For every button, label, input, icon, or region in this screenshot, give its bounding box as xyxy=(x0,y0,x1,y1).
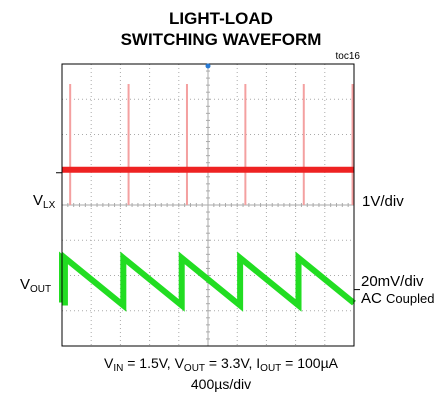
test-conditions: VIN = 1.5V, VOUT = 3.3V, IOUT = 100µA xyxy=(103,355,338,374)
chart-title-line2: SWITCHING WAVEFORM xyxy=(120,30,322,49)
trigger-marker xyxy=(205,63,211,69)
vlx-baseline-trace xyxy=(62,166,354,173)
time-scale-label: 400µs/div xyxy=(190,376,252,392)
vout-coupling-label: AC Coupled xyxy=(361,290,435,307)
vlx-channel-label: VLX xyxy=(33,192,56,211)
vout-channel-label: VOUT xyxy=(20,276,52,295)
vout-scale-label: 20mV/div xyxy=(361,273,424,290)
chart-title-line1: LIGHT-LOAD xyxy=(169,9,273,28)
vout-sawtooth-trace xyxy=(59,251,356,312)
figure-id: toc16 xyxy=(335,51,360,62)
vlx-scale-label: 1V/div xyxy=(362,193,404,210)
